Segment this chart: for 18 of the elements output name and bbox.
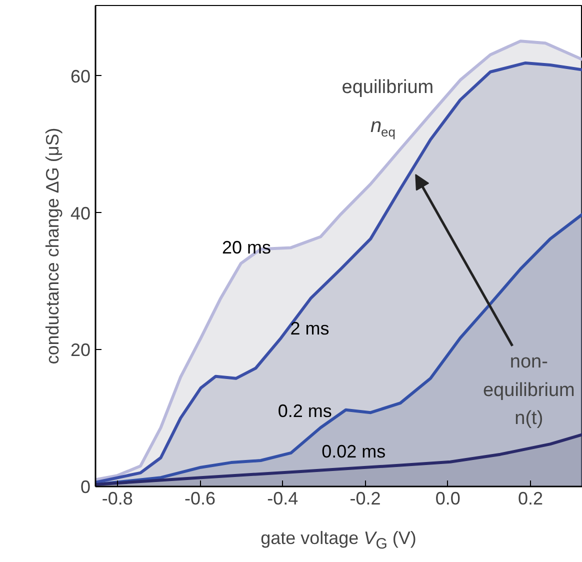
y-tick-label: 40 (70, 203, 91, 224)
x-tick-label: -0.6 (184, 488, 216, 508)
series-label: 2 ms (290, 318, 330, 338)
x-tick-label: 0.0 (435, 488, 460, 508)
x-tick-label: 0.2 (518, 488, 543, 508)
y-tick-label: 0 (80, 477, 91, 497)
y-tick-label: 60 (70, 66, 91, 86)
series-label: 0.2 ms (278, 400, 332, 421)
x-tick-label: -0.2 (350, 488, 381, 508)
annotation: non- equilibrium n(t) (482, 351, 575, 430)
series-label: 20 ms (222, 237, 271, 258)
y-axis-title: conductance change ΔG (μS) (42, 128, 62, 364)
x-tick-label: -0.4 (267, 488, 298, 508)
series-label: 0.02 ms (322, 441, 386, 462)
annotation: equilibrium (342, 76, 434, 98)
x-axis-title: gate voltage V$_{G}$ (V) (260, 527, 416, 555)
y-tick-label: 20 (70, 340, 91, 360)
x-tick-label: -0.8 (102, 488, 133, 508)
